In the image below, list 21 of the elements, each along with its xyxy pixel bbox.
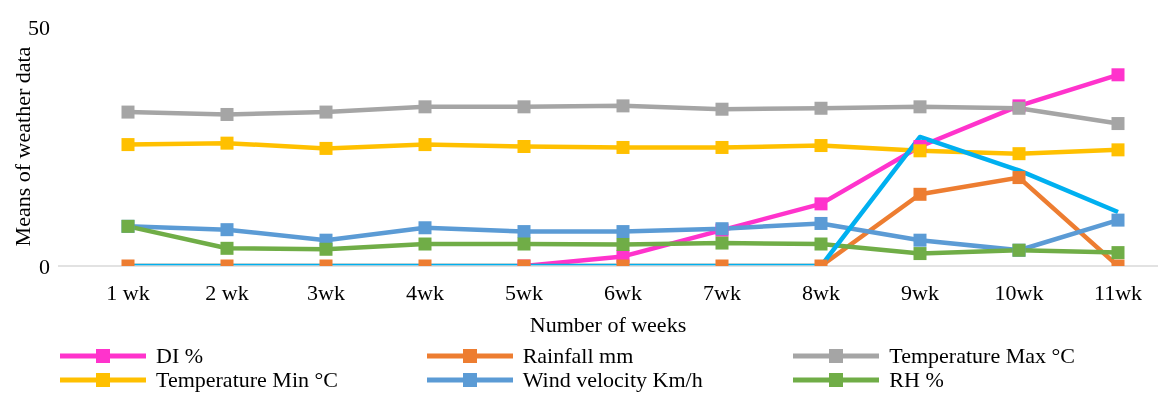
x-axis-title: Number of weeks xyxy=(529,312,687,337)
legend-label: RH % xyxy=(889,367,944,392)
x-tick-label: 10wk xyxy=(994,279,1044,305)
x-tick-label: 4wk xyxy=(406,279,444,305)
legend-label: DI % xyxy=(156,343,204,368)
y-tick-label: 0 xyxy=(39,253,50,279)
x-tick-label: 8wk xyxy=(802,279,840,305)
legend-label: Wind velocity Km/h xyxy=(522,367,703,392)
y-tick-label: 50 xyxy=(28,14,50,40)
legend-label: Temperature Min °C xyxy=(156,367,338,392)
x-tick-label: 7wk xyxy=(703,279,741,305)
legend-label: Rainfall mm xyxy=(522,343,634,368)
x-tick-label: 11wk xyxy=(1093,279,1143,305)
x-tick-label: 9wk xyxy=(901,279,939,305)
legend-label: Temperature Max °C xyxy=(889,343,1075,368)
x-tick-label: 1 wk xyxy=(106,279,150,305)
x-tick-label: 5wk xyxy=(505,279,543,305)
x-tick-label: 3wk xyxy=(307,279,345,305)
x-tick-label: 2 wk xyxy=(205,279,249,305)
x-tick-label: 6wk xyxy=(604,279,642,305)
y-axis-title: Means of weather data xyxy=(9,46,35,247)
